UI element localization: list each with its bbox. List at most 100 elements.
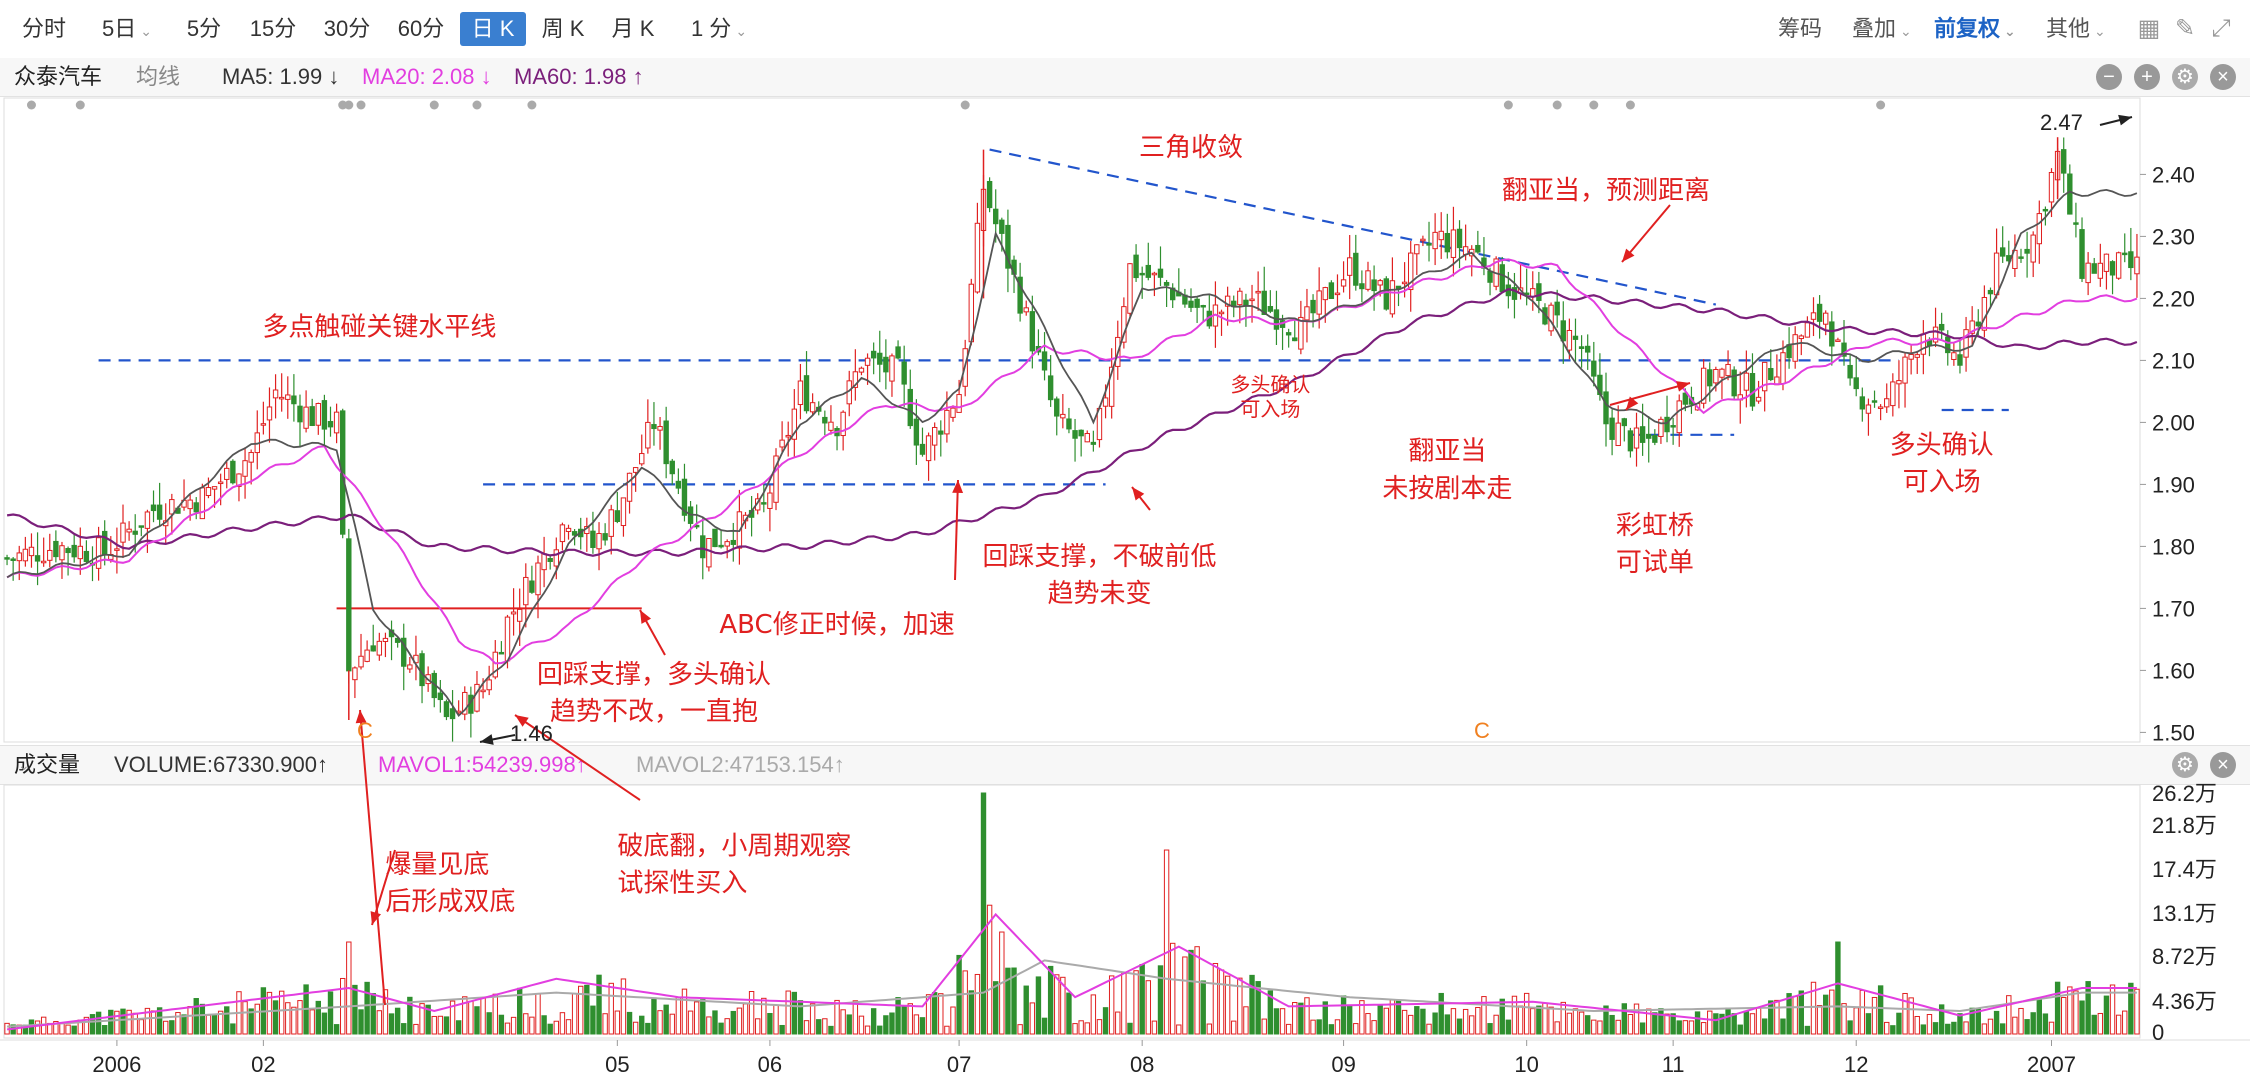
volume-bar-up xyxy=(1212,962,1219,1035)
volume-bar-down xyxy=(712,1010,718,1035)
candle-up xyxy=(1713,369,1719,384)
candle-up xyxy=(22,548,29,562)
candle-up xyxy=(639,453,645,465)
candle-down xyxy=(883,356,889,373)
volume-bar-down xyxy=(968,990,975,1035)
fullscreen-icon[interactable]: ⤢ xyxy=(2211,15,2231,42)
volume-bar-down xyxy=(1780,1018,1786,1035)
volume-bar-up xyxy=(962,970,968,1035)
grid-icon[interactable]: ▦ xyxy=(2137,15,2161,42)
volume-bar-up xyxy=(376,1010,383,1035)
volume-bar-down xyxy=(425,1004,431,1035)
volume-bar-down xyxy=(1847,1020,1853,1035)
pen-icon[interactable]: ✎ xyxy=(2174,15,2196,42)
triangle-upper-line xyxy=(989,148,1717,306)
candle-up xyxy=(272,389,279,399)
candle-up xyxy=(187,499,193,510)
volume-bar-down xyxy=(315,1000,321,1035)
volume-bar-up xyxy=(150,1010,157,1035)
stock-name: 众泰汽车 xyxy=(14,64,103,89)
tab-60min[interactable]: 60分 xyxy=(397,16,445,41)
candle-up xyxy=(1316,290,1322,315)
volume-label: 成交量 xyxy=(14,752,81,777)
arrow-adam-head xyxy=(1622,248,1635,262)
volume-bar-up xyxy=(2122,1010,2128,1035)
volume-bar-down xyxy=(1951,1021,1957,1035)
candle-down xyxy=(907,388,913,427)
volume-bar-up xyxy=(2109,984,2116,1035)
gear-icon[interactable]: ⚙ xyxy=(2172,752,2198,778)
candle-up xyxy=(504,616,511,662)
volume-bar-up xyxy=(1017,1024,1023,1035)
volume-bar-up xyxy=(1115,1011,1121,1035)
tab-5min[interactable]: 5分 xyxy=(186,16,222,41)
volume-bar-up xyxy=(803,1020,810,1035)
candle-up xyxy=(114,548,120,551)
volume-bar-up xyxy=(175,1012,181,1035)
candle-up xyxy=(1108,366,1115,407)
volume-bar-up xyxy=(1090,994,1097,1035)
volume-bar-up xyxy=(2115,1014,2122,1035)
tab-weekly-k[interactable]: 周 K xyxy=(541,16,585,41)
candle-up xyxy=(285,394,291,400)
volume-bar-up xyxy=(1816,1005,1823,1035)
volume-bar-up xyxy=(1243,1006,1249,1035)
other-menu[interactable]: 其他 ⌄ xyxy=(2046,12,2106,46)
volume-bar-up xyxy=(1707,1010,1713,1035)
tab-monthly-k[interactable]: 月 K xyxy=(611,16,655,41)
volume-bar-up xyxy=(1121,972,1127,1035)
volume-bar-down xyxy=(272,1000,279,1035)
volume-bar-down xyxy=(718,1022,724,1035)
volume-tick-label: 26.2万 xyxy=(2152,781,2217,806)
price-tick-label: 2.00 xyxy=(2152,410,2195,435)
arrow-volume-spike-head xyxy=(370,911,381,925)
event-dot xyxy=(1589,100,1599,110)
candle-up xyxy=(303,406,309,429)
tab-fenshi[interactable]: 分时 xyxy=(21,16,66,41)
adjust-label: 前复权 xyxy=(1934,16,2001,41)
candle-down xyxy=(1554,301,1560,316)
tab-daily-k[interactable]: 日 K xyxy=(460,12,526,46)
candle-down xyxy=(321,400,328,430)
volume-bar-up xyxy=(437,1015,444,1035)
adjust-menu[interactable]: 前复权 ⌄ xyxy=(1934,12,2016,46)
volume-bar-up xyxy=(974,973,981,1035)
candle-down xyxy=(2091,263,2097,274)
overlay-menu[interactable]: 叠加 ⌄ xyxy=(1852,12,1912,46)
candle-down xyxy=(1853,377,1859,390)
price-tick-label: 1.90 xyxy=(2152,472,2195,497)
volume-bar-down xyxy=(889,1012,895,1035)
candle-up xyxy=(724,541,730,547)
volume-bar-up xyxy=(657,1010,663,1035)
volume-bar-up xyxy=(1908,997,1914,1035)
gear-icon[interactable]: ⚙ xyxy=(2172,64,2198,90)
volume-bar-down xyxy=(1267,990,1274,1035)
tab-30min[interactable]: 30分 xyxy=(323,16,371,41)
chip-button[interactable]: 筹码 xyxy=(1778,16,1823,41)
volume-bar-up xyxy=(687,1010,694,1035)
volume-bar-down xyxy=(1200,980,1206,1035)
volume-bar-up xyxy=(724,1018,730,1035)
volume-bar-up xyxy=(1884,1021,1890,1035)
minus-icon[interactable]: − xyxy=(2096,64,2122,90)
candle-down xyxy=(1731,369,1737,397)
candle-down xyxy=(870,350,877,359)
close-icon[interactable]: × xyxy=(2210,64,2236,90)
volume-tick-label: 0 xyxy=(2152,1020,2164,1045)
volume-bar-up xyxy=(1218,969,1225,1035)
tab-5day[interactable]: 5日 ⌄ xyxy=(88,12,166,46)
volume-bar-down xyxy=(321,1012,328,1035)
volume-bar-down xyxy=(883,1015,889,1035)
tab-1min[interactable]: 1 分 ⌄ xyxy=(678,12,760,46)
tab-15min[interactable]: 15分 xyxy=(249,16,297,41)
volume-bar-up xyxy=(669,1013,675,1035)
volume-bar-down xyxy=(797,1000,804,1035)
candle-up xyxy=(1432,231,1438,250)
volume-bar-down xyxy=(919,1017,926,1035)
plus-icon[interactable]: + xyxy=(2134,64,2160,90)
chart-annotation: 趋势未变 xyxy=(1047,579,1151,609)
close-icon[interactable]: × xyxy=(2210,752,2236,778)
volume-bar-down xyxy=(651,997,657,1035)
candle-up xyxy=(809,402,816,413)
